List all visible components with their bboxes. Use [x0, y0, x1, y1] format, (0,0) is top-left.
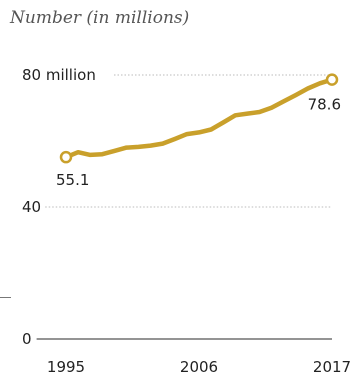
y-tick-label-80: 80 million — [22, 66, 96, 84]
point-start — [59, 150, 73, 164]
point-end — [325, 73, 339, 86]
x-tick-labels: 1995 2006 2017 — [47, 358, 351, 376]
y-tick-label-0: 0 — [22, 330, 32, 348]
x-tick-label-1995: 1995 — [47, 358, 85, 376]
cropped-axis-fragment — [0, 297, 11, 298]
data-labels: 55.1 78.6 — [56, 96, 341, 190]
y-tick-label-40: 40 — [22, 198, 41, 216]
data-label-start: 55.1 — [56, 171, 89, 189]
y-tick-labels: 0 40 80 million — [22, 66, 96, 348]
x-tick-label-2006: 2006 — [180, 358, 218, 376]
x-tick-label-2017: 2017 — [313, 358, 351, 376]
gridlines — [36, 74, 332, 340]
data-label-end: 78.6 — [308, 96, 341, 114]
series-line-0 — [63, 77, 335, 160]
series-layer — [59, 73, 339, 164]
chart-subtitle: Number (in millions) — [10, 8, 190, 28]
